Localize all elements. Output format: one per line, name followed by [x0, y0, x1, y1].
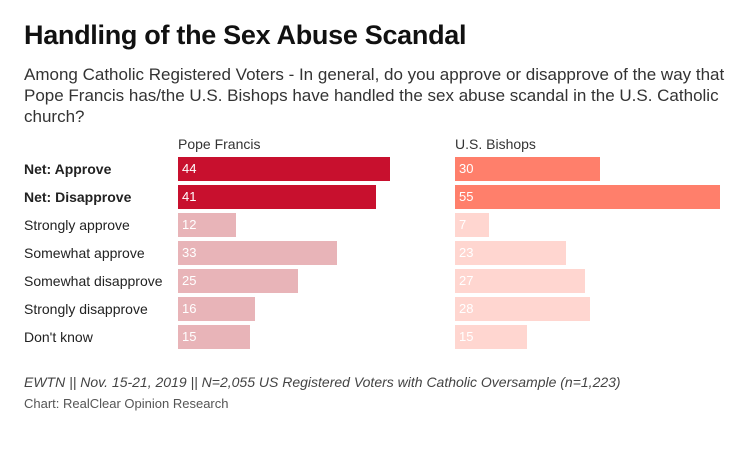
bar-pope-francis	[178, 185, 376, 209]
panel-title-us-bishops: U.S. Bishops	[455, 136, 536, 152]
category-label: Net: Disapprove	[24, 189, 132, 205]
category-label: Strongly disapprove	[24, 301, 148, 317]
source-note: EWTN || Nov. 15-21, 2019 || N=2,055 US R…	[24, 374, 621, 390]
bar-value-label: 27	[459, 273, 474, 288]
panel-title-pope-francis: Pope Francis	[178, 136, 261, 152]
chart-title: Handling of the Sex Abuse Scandal	[24, 20, 467, 50]
bar-value-label: 16	[182, 301, 197, 316]
bar-value-label: 12	[182, 217, 197, 232]
bar-value-label: 7	[459, 217, 467, 232]
bar-pope-francis	[178, 157, 390, 181]
bar-value-label: 15	[459, 329, 474, 344]
bar-us-bishops	[455, 213, 489, 237]
bar-value-label: 23	[459, 245, 474, 260]
category-label: Somewhat approve	[24, 245, 145, 261]
category-label: Somewhat disapprove	[24, 273, 163, 289]
bar-pope-francis	[178, 297, 256, 321]
bar-us-bishops	[455, 241, 566, 265]
bar-pope-francis	[178, 325, 251, 349]
category-label: Strongly approve	[24, 217, 130, 233]
bar-pope-francis	[178, 269, 299, 293]
bar-value-label: 41	[182, 189, 197, 204]
category-label: Net: Approve	[24, 161, 112, 177]
chart-credit: Chart: RealClear Opinion Research	[24, 396, 229, 411]
bar-us-bishops	[455, 325, 528, 349]
bar-us-bishops	[455, 157, 600, 181]
bar-pope-francis	[178, 241, 337, 265]
bar-value-label: 25	[182, 273, 197, 288]
bar-value-label: 30	[459, 161, 474, 176]
bar-us-bishops	[455, 297, 590, 321]
bar-value-label: 33	[182, 245, 197, 260]
bar-value-label: 55	[459, 189, 474, 204]
bar-value-label: 28	[459, 301, 474, 316]
category-label: Don't know	[24, 329, 93, 345]
bar-pope-francis	[178, 213, 236, 237]
bar-value-label: 15	[182, 329, 197, 344]
chart-subtitle: Among Catholic Registered Voters - In ge…	[24, 65, 725, 126]
bar-us-bishops	[455, 185, 720, 209]
bar-us-bishops	[455, 269, 586, 293]
bar-value-label: 44	[182, 161, 197, 176]
